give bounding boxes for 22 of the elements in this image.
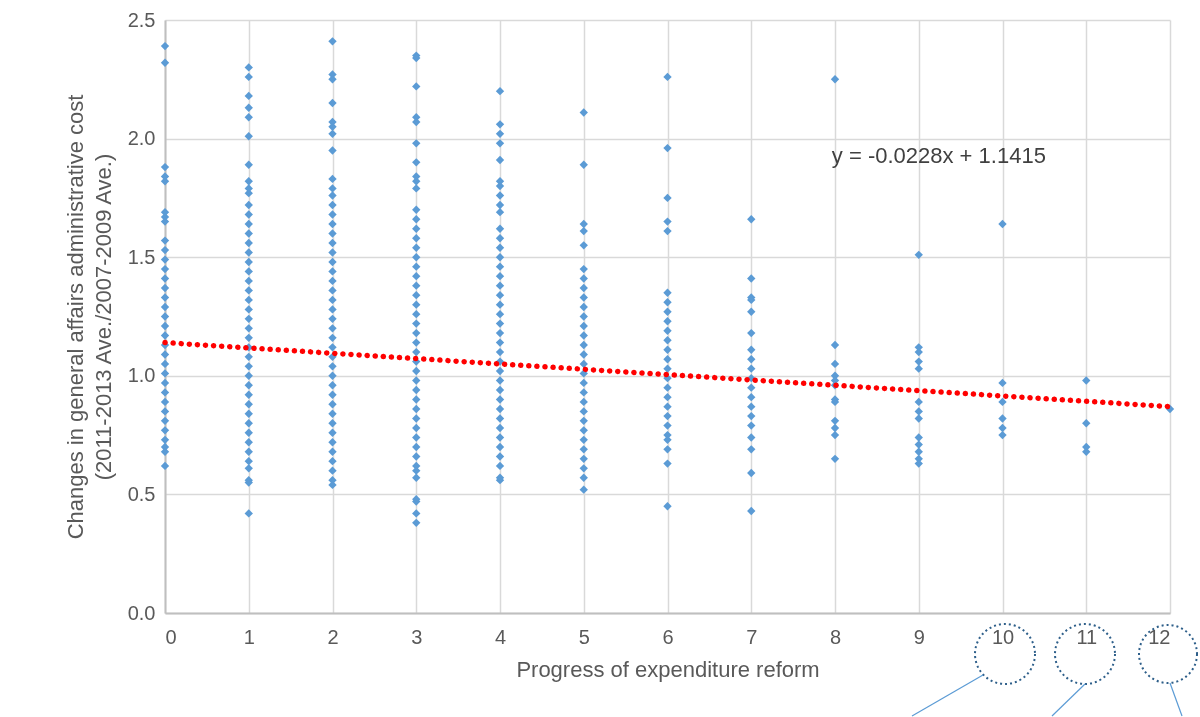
x-tick-label: 7 (746, 625, 758, 648)
x-tick-label: 2 (327, 625, 339, 648)
y-tick-label: 0.0 (127, 601, 156, 624)
x-tick-label: 6 (662, 625, 674, 648)
x-tick-label: 3 (411, 625, 423, 648)
y-tick-label: 2.0 (127, 127, 156, 150)
x-tick-label: 5 (578, 625, 590, 648)
x-tick-label: 4 (494, 625, 507, 648)
x-tick-label: 11 (1076, 625, 1098, 648)
x-axis-title: Progress of expenditure reform (516, 656, 820, 682)
x-tick-label: 10 (991, 625, 1015, 648)
x-tick-label: 0 (165, 625, 177, 648)
y-axis-title: Changes in general affairs administrative cost (2011-2013 Ave./2007-2009 Ave.) (62, 94, 116, 540)
y-tick-label: 1.5 (127, 245, 156, 268)
y-tick-label: 1.0 (127, 364, 156, 387)
x-tick-label: 12 (1148, 625, 1171, 648)
x-tick-label: 9 (913, 625, 925, 648)
y-tick-label: 0.5 (127, 482, 156, 505)
x-tick-label: 1 (243, 625, 255, 648)
x-tick-label: 8 (829, 625, 842, 648)
annotation: y = -0.0228x + 1.1415 (831, 143, 1046, 169)
y-tick-label: 2.5 (127, 8, 156, 31)
